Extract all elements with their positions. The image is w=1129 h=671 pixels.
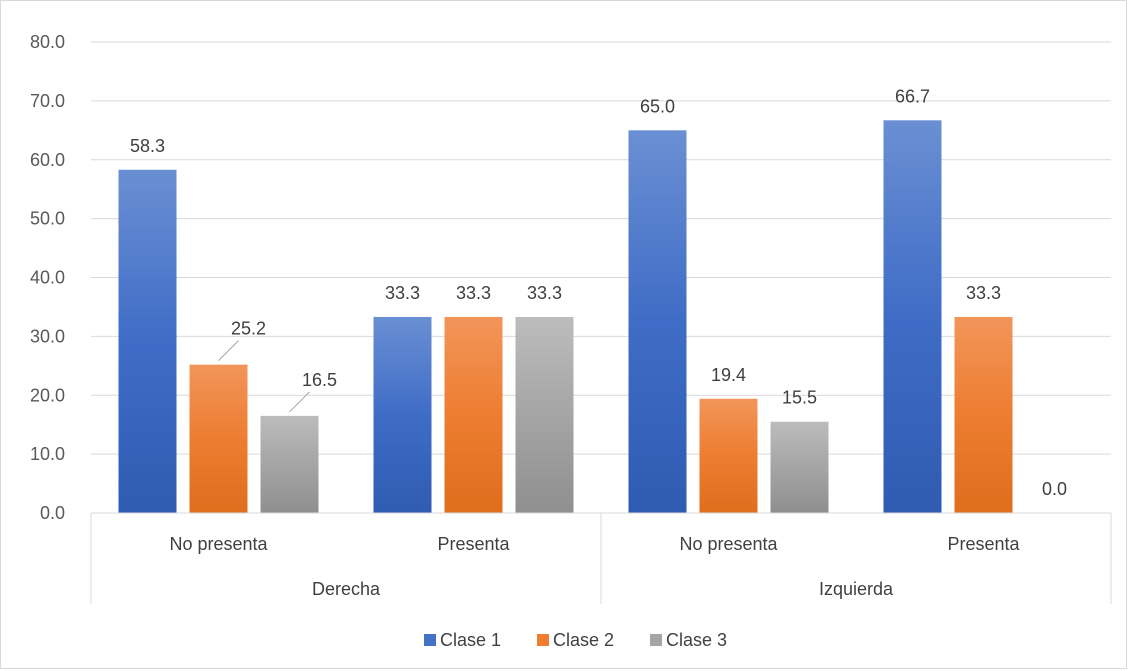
bar xyxy=(118,169,177,514)
label-leader-lines xyxy=(218,340,310,413)
legend-label: Clase 1 xyxy=(440,630,501,650)
y-tick-label: 10.0 xyxy=(30,444,65,464)
bar xyxy=(770,421,829,513)
data-label: 33.3 xyxy=(456,283,491,303)
legend-swatch xyxy=(424,634,436,646)
data-label: 66.7 xyxy=(895,86,930,106)
y-tick-label: 40.0 xyxy=(30,268,65,288)
data-label: 33.3 xyxy=(385,283,420,303)
bars xyxy=(118,120,1013,514)
legend-swatch xyxy=(537,634,549,646)
x-group-label: Derecha xyxy=(312,579,381,599)
leader-line xyxy=(218,340,239,361)
data-label: 19.4 xyxy=(711,365,746,385)
data-label: 33.3 xyxy=(527,283,562,303)
bar xyxy=(628,130,687,513)
legend: Clase 1 Clase 2 Clase 3 xyxy=(424,630,727,650)
legend-label: Clase 2 xyxy=(553,630,614,650)
data-label: 25.2 xyxy=(231,319,266,339)
data-label: 15.5 xyxy=(782,388,817,408)
bar xyxy=(444,316,503,513)
x-category-label: Presenta xyxy=(437,534,510,554)
bar xyxy=(699,398,758,513)
data-label: 65.0 xyxy=(640,96,675,116)
y-tick-label: 30.0 xyxy=(30,326,65,346)
bar xyxy=(260,415,319,513)
bar xyxy=(189,364,248,513)
data-label: 0.0 xyxy=(1042,479,1067,499)
y-axis-tick-labels: 0.0 10.0 20.0 30.0 40.0 50.0 60.0 70.0 80.0 xyxy=(30,32,65,523)
x-group-label: Izquierda xyxy=(819,579,894,599)
data-labels: 58.3 25.2 16.5 33.3 33.3 33.3 65.0 19.4 15.5 66.7… xyxy=(130,86,1067,499)
x-category-label: No presenta xyxy=(679,534,778,554)
y-tick-label: 70.0 xyxy=(30,91,65,111)
y-tick-label: 80.0 xyxy=(30,32,65,52)
x-axis: No presenta Presenta No presenta Presenta De… xyxy=(90,512,1112,604)
x-category-label: Presenta xyxy=(947,534,1020,554)
bar xyxy=(883,120,942,514)
data-label: 16.5 xyxy=(302,370,337,390)
bar xyxy=(515,316,574,513)
data-label: 33.3 xyxy=(966,283,1001,303)
y-tick-label: 60.0 xyxy=(30,150,65,170)
leader-line xyxy=(289,391,310,413)
legend-swatch xyxy=(650,634,662,646)
x-category-label: No presenta xyxy=(169,534,268,554)
bar xyxy=(373,316,432,513)
data-label: 58.3 xyxy=(130,136,165,156)
bar xyxy=(954,316,1013,513)
legend-label: Clase 3 xyxy=(666,630,727,650)
y-tick-label: 20.0 xyxy=(30,385,65,405)
y-tick-label: 50.0 xyxy=(30,209,65,229)
y-tick-label: 0.0 xyxy=(40,503,65,523)
